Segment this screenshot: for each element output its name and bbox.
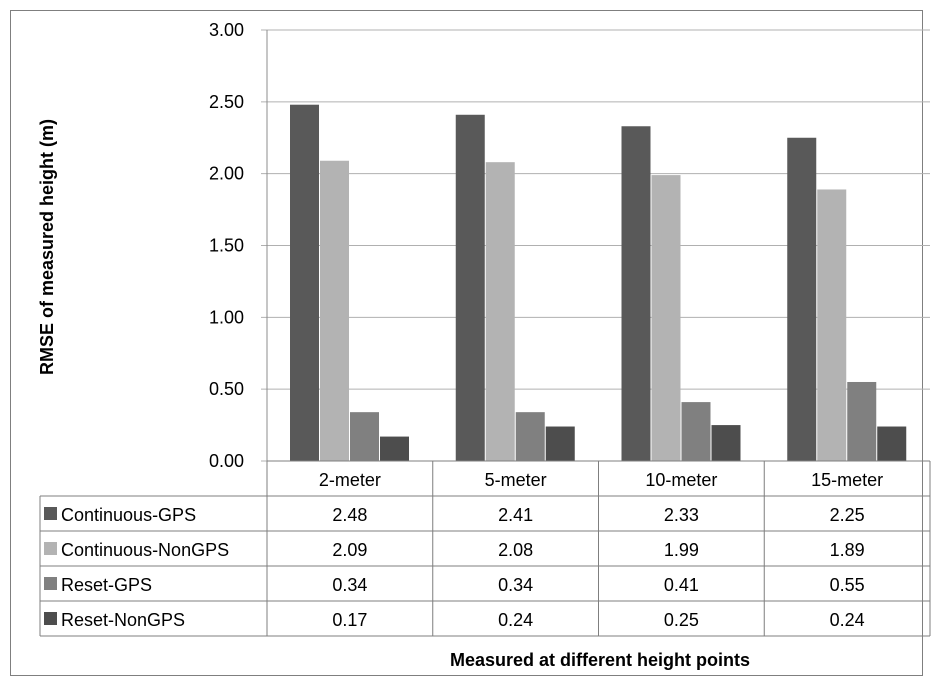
bar-reset-gps-2-meter	[350, 412, 379, 461]
data-label: 0.34	[498, 575, 533, 595]
data-label: 1.89	[830, 540, 865, 560]
bar-continuous-gps-10-meter	[621, 126, 651, 462]
data-label: 2.48	[332, 505, 367, 525]
data-label: 2.41	[498, 505, 533, 525]
data-label: 2.25	[830, 505, 865, 525]
y-tick-label: 2.00	[209, 164, 244, 184]
bar-continuous-nongps-5-meter	[485, 162, 515, 461]
category-label: 15-meter	[811, 470, 883, 490]
legend-swatch	[44, 577, 57, 590]
bar-reset-gps-10-meter	[681, 402, 711, 461]
legend-entry: Continuous-GPS	[61, 505, 196, 525]
data-label: 0.55	[830, 575, 865, 595]
category-label: 2-meter	[319, 470, 381, 490]
category-label: 10-meter	[645, 470, 717, 490]
data-label: 0.41	[664, 575, 699, 595]
y-tick-label: 3.00	[209, 20, 244, 40]
bar-reset-nongps-10-meter	[711, 425, 741, 461]
legend-swatch	[44, 612, 57, 625]
bar-continuous-gps-15-meter	[787, 137, 817, 461]
bar-continuous-nongps-15-meter	[817, 189, 847, 461]
bar-reset-gps-5-meter	[515, 412, 545, 461]
data-label: 0.24	[498, 610, 533, 630]
y-tick-label: 0.00	[209, 451, 244, 471]
bar-reset-nongps-15-meter	[877, 426, 907, 461]
data-label: 0.24	[830, 610, 865, 630]
data-label: 0.34	[332, 575, 367, 595]
bar-continuous-nongps-2-meter	[320, 160, 349, 461]
data-label: 2.33	[664, 505, 699, 525]
legend-entry: Reset-GPS	[61, 575, 152, 595]
data-label: 2.08	[498, 540, 533, 560]
legend-entry: Continuous-NonGPS	[61, 540, 229, 560]
bar-reset-gps-15-meter	[847, 381, 877, 461]
y-tick-label: 1.00	[209, 307, 244, 327]
data-label: 0.25	[664, 610, 699, 630]
data-label: 0.17	[332, 610, 367, 630]
y-axis-label: RMSE of measured height (m)	[37, 119, 57, 375]
chart-frame	[10, 10, 923, 676]
legend-entry: Reset-NonGPS	[61, 610, 185, 630]
bar-reset-nongps-2-meter	[380, 436, 409, 461]
data-label: 1.99	[664, 540, 699, 560]
y-tick-labels: 0.00 0.50 1.00 1.50 2.00 2.50 3.00	[209, 20, 244, 471]
bar-continuous-gps-5-meter	[455, 114, 485, 461]
x-axis-label: Measured at different height points	[450, 650, 750, 670]
data-table: 2-meter 5-meter 10-meter 15-meter Continuous…	[39, 460, 931, 637]
bar-continuous-gps-2-meter	[290, 104, 319, 461]
legend-swatch	[44, 542, 57, 555]
category-label: 5-meter	[485, 470, 547, 490]
bar-reset-nongps-5-meter	[545, 426, 575, 461]
y-tick-label: 0.50	[209, 379, 244, 399]
bar-continuous-nongps-10-meter	[651, 175, 681, 461]
y-tick-label: 2.50	[209, 92, 244, 112]
y-tick-label: 1.50	[209, 236, 244, 256]
legend-swatch	[44, 507, 57, 520]
bars	[290, 104, 907, 462]
data-label: 2.09	[332, 540, 367, 560]
